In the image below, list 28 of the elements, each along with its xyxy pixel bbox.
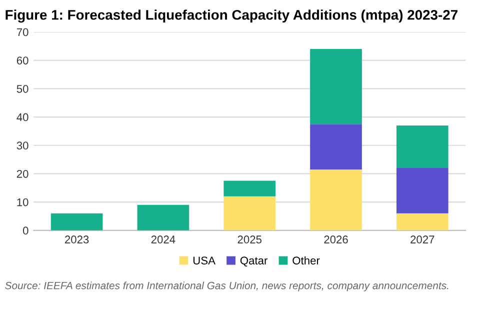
bar bbox=[310, 49, 362, 124]
bar bbox=[396, 213, 448, 230]
y-tick-label: 10 bbox=[17, 198, 28, 206]
bar bbox=[224, 180, 276, 196]
chart-title: Figure 1: Forecasted Liquefaction Capacity Additions (mtpa) 2023-27 bbox=[6, 10, 458, 23]
y-tick-label: 0 bbox=[22, 226, 28, 235]
x-tick-label: 2024 bbox=[151, 236, 176, 244]
x-tick-label: 2023 bbox=[65, 236, 89, 244]
bar bbox=[50, 213, 103, 230]
y-tick-label: 20 bbox=[16, 170, 28, 178]
legend-label: Other bbox=[292, 256, 320, 264]
y-tick-label: 40 bbox=[16, 113, 28, 122]
bar bbox=[396, 168, 448, 214]
source-note: Source: IEEFA estimates from International Gas Union, news reports, company announcements. bbox=[5, 282, 448, 292]
y-tick-label: 30 bbox=[16, 142, 28, 150]
bar bbox=[310, 169, 362, 230]
bar bbox=[224, 196, 276, 230]
y-tick-label: 50 bbox=[16, 84, 28, 93]
y-tick-label: 70 bbox=[16, 28, 28, 36]
x-tick-label: 2027 bbox=[410, 236, 434, 244]
y-tick-label: 60 bbox=[16, 56, 28, 64]
x-tick-label: 2025 bbox=[238, 236, 262, 244]
legend-label: USA bbox=[193, 256, 216, 264]
x-tick-label: 2026 bbox=[324, 236, 348, 244]
bar bbox=[396, 126, 448, 168]
bar bbox=[137, 204, 190, 230]
legend-label: Qatar bbox=[240, 256, 268, 266]
bar bbox=[310, 124, 362, 170]
